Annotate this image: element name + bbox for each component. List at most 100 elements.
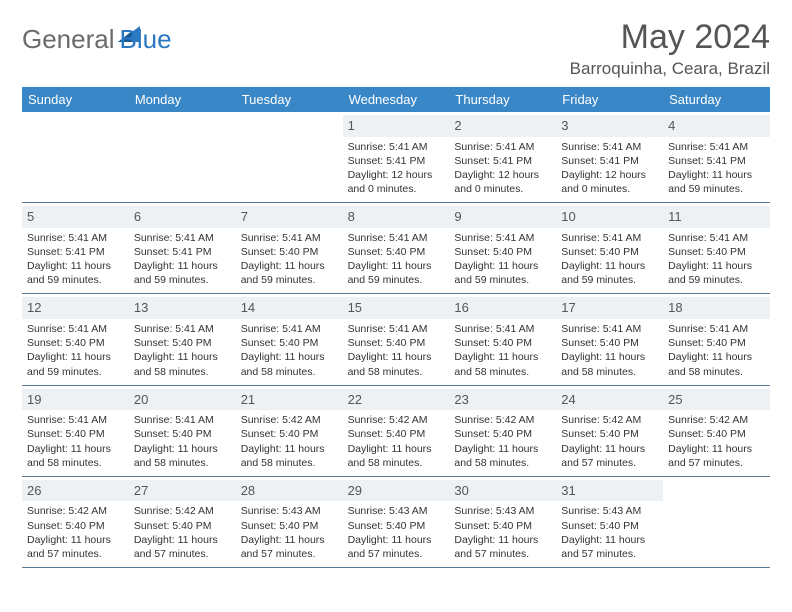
week-row: 26Sunrise: 5:42 AMSunset: 5:40 PMDayligh… bbox=[22, 477, 770, 568]
day-cell: 5Sunrise: 5:41 AMSunset: 5:41 PMDaylight… bbox=[22, 203, 129, 293]
day-cell: 8Sunrise: 5:41 AMSunset: 5:40 PMDaylight… bbox=[343, 203, 450, 293]
daylight-line: Daylight: 12 hours and 0 minutes. bbox=[454, 168, 551, 196]
day-number: 31 bbox=[561, 483, 575, 498]
day-number-row: 24 bbox=[556, 389, 663, 411]
daylight-line: Daylight: 11 hours and 58 minutes. bbox=[134, 442, 231, 470]
sunset-line: Sunset: 5:40 PM bbox=[348, 427, 445, 441]
daylight-line: Daylight: 11 hours and 58 minutes. bbox=[454, 350, 551, 378]
sunrise-line: Sunrise: 5:41 AM bbox=[454, 322, 551, 336]
sunset-line: Sunset: 5:40 PM bbox=[561, 336, 658, 350]
day-number: 5 bbox=[27, 209, 34, 224]
weekday-cell: Tuesday bbox=[236, 87, 343, 112]
daylight-line: Daylight: 11 hours and 57 minutes. bbox=[561, 442, 658, 470]
logo: General Blue bbox=[22, 24, 172, 55]
day-number: 13 bbox=[134, 300, 148, 315]
day-number-row: 5 bbox=[22, 206, 129, 228]
sunset-line: Sunset: 5:40 PM bbox=[134, 427, 231, 441]
day-number: 25 bbox=[668, 392, 682, 407]
sunset-line: Sunset: 5:40 PM bbox=[668, 427, 765, 441]
day-number: 16 bbox=[454, 300, 468, 315]
header: General Blue May 2024 Barroquinha, Ceara… bbox=[22, 18, 770, 79]
day-number: 22 bbox=[348, 392, 362, 407]
daylight-line: Daylight: 11 hours and 57 minutes. bbox=[134, 533, 231, 561]
day-number-row: 8 bbox=[343, 206, 450, 228]
day-number-row: 16 bbox=[449, 297, 556, 319]
daylight-line: Daylight: 12 hours and 0 minutes. bbox=[561, 168, 658, 196]
sunrise-line: Sunrise: 5:41 AM bbox=[134, 231, 231, 245]
sunset-line: Sunset: 5:40 PM bbox=[241, 427, 338, 441]
sunrise-line: Sunrise: 5:42 AM bbox=[454, 413, 551, 427]
sunset-line: Sunset: 5:40 PM bbox=[241, 245, 338, 259]
day-number-row: 9 bbox=[449, 206, 556, 228]
day-cell: 11Sunrise: 5:41 AMSunset: 5:40 PMDayligh… bbox=[663, 203, 770, 293]
daylight-line: Daylight: 11 hours and 59 minutes. bbox=[668, 168, 765, 196]
sunrise-line: Sunrise: 5:41 AM bbox=[454, 140, 551, 154]
day-cell: 4Sunrise: 5:41 AMSunset: 5:41 PMDaylight… bbox=[663, 112, 770, 202]
day-number-row: 29 bbox=[343, 480, 450, 502]
day-cell: 3Sunrise: 5:41 AMSunset: 5:41 PMDaylight… bbox=[556, 112, 663, 202]
sunset-line: Sunset: 5:40 PM bbox=[27, 336, 124, 350]
daylight-line: Daylight: 11 hours and 57 minutes. bbox=[348, 533, 445, 561]
day-number-row: 21 bbox=[236, 389, 343, 411]
day-number-row: 25 bbox=[663, 389, 770, 411]
daylight-line: Daylight: 11 hours and 57 minutes. bbox=[668, 442, 765, 470]
sunset-line: Sunset: 5:41 PM bbox=[134, 245, 231, 259]
day-number: 3 bbox=[561, 118, 568, 133]
day-number-row: 17 bbox=[556, 297, 663, 319]
day-number: 23 bbox=[454, 392, 468, 407]
day-number: 9 bbox=[454, 209, 461, 224]
day-number: 20 bbox=[134, 392, 148, 407]
sunset-line: Sunset: 5:40 PM bbox=[134, 519, 231, 533]
day-number-row: 11 bbox=[663, 206, 770, 228]
day-number: 14 bbox=[241, 300, 255, 315]
day-number: 4 bbox=[668, 118, 675, 133]
sunrise-line: Sunrise: 5:41 AM bbox=[668, 231, 765, 245]
day-number: 26 bbox=[27, 483, 41, 498]
daylight-line: Daylight: 11 hours and 57 minutes. bbox=[454, 533, 551, 561]
day-cell: 1Sunrise: 5:41 AMSunset: 5:41 PMDaylight… bbox=[343, 112, 450, 202]
sunset-line: Sunset: 5:40 PM bbox=[561, 245, 658, 259]
day-number: 6 bbox=[134, 209, 141, 224]
day-number-row: 23 bbox=[449, 389, 556, 411]
title-block: May 2024 Barroquinha, Ceara, Brazil bbox=[570, 18, 770, 79]
sunrise-line: Sunrise: 5:42 AM bbox=[561, 413, 658, 427]
day-cell: 24Sunrise: 5:42 AMSunset: 5:40 PMDayligh… bbox=[556, 386, 663, 476]
day-number-row: 15 bbox=[343, 297, 450, 319]
sunrise-line: Sunrise: 5:41 AM bbox=[241, 231, 338, 245]
day-number: 17 bbox=[561, 300, 575, 315]
sunrise-line: Sunrise: 5:41 AM bbox=[27, 231, 124, 245]
sunrise-line: Sunrise: 5:41 AM bbox=[561, 322, 658, 336]
daylight-line: Daylight: 11 hours and 59 minutes. bbox=[561, 259, 658, 287]
sunrise-line: Sunrise: 5:41 AM bbox=[241, 322, 338, 336]
sunrise-line: Sunrise: 5:41 AM bbox=[348, 140, 445, 154]
weekday-cell: Monday bbox=[129, 87, 236, 112]
sunrise-line: Sunrise: 5:42 AM bbox=[241, 413, 338, 427]
weekday-cell: Wednesday bbox=[343, 87, 450, 112]
day-number: 15 bbox=[348, 300, 362, 315]
day-cell bbox=[129, 112, 236, 202]
sunset-line: Sunset: 5:40 PM bbox=[454, 519, 551, 533]
daylight-line: Daylight: 11 hours and 59 minutes. bbox=[27, 350, 124, 378]
day-cell: 25Sunrise: 5:42 AMSunset: 5:40 PMDayligh… bbox=[663, 386, 770, 476]
weekday-cell: Sunday bbox=[22, 87, 129, 112]
day-cell: 9Sunrise: 5:41 AMSunset: 5:40 PMDaylight… bbox=[449, 203, 556, 293]
sunset-line: Sunset: 5:40 PM bbox=[454, 336, 551, 350]
day-number-row: 31 bbox=[556, 480, 663, 502]
daylight-line: Daylight: 11 hours and 58 minutes. bbox=[348, 442, 445, 470]
day-number-row: 6 bbox=[129, 206, 236, 228]
sunset-line: Sunset: 5:40 PM bbox=[668, 336, 765, 350]
daylight-line: Daylight: 11 hours and 57 minutes. bbox=[27, 533, 124, 561]
day-number-row: 3 bbox=[556, 115, 663, 137]
day-cell: 15Sunrise: 5:41 AMSunset: 5:40 PMDayligh… bbox=[343, 294, 450, 384]
location: Barroquinha, Ceara, Brazil bbox=[570, 59, 770, 79]
weekday-header-row: Sunday Monday Tuesday Wednesday Thursday… bbox=[22, 87, 770, 112]
daylight-line: Daylight: 11 hours and 57 minutes. bbox=[241, 533, 338, 561]
day-number-row: 18 bbox=[663, 297, 770, 319]
day-number: 8 bbox=[348, 209, 355, 224]
day-cell: 30Sunrise: 5:43 AMSunset: 5:40 PMDayligh… bbox=[449, 477, 556, 567]
daylight-line: Daylight: 11 hours and 58 minutes. bbox=[27, 442, 124, 470]
sunset-line: Sunset: 5:40 PM bbox=[348, 336, 445, 350]
sunrise-line: Sunrise: 5:41 AM bbox=[134, 413, 231, 427]
daylight-line: Daylight: 11 hours and 58 minutes. bbox=[348, 350, 445, 378]
sunset-line: Sunset: 5:40 PM bbox=[27, 427, 124, 441]
